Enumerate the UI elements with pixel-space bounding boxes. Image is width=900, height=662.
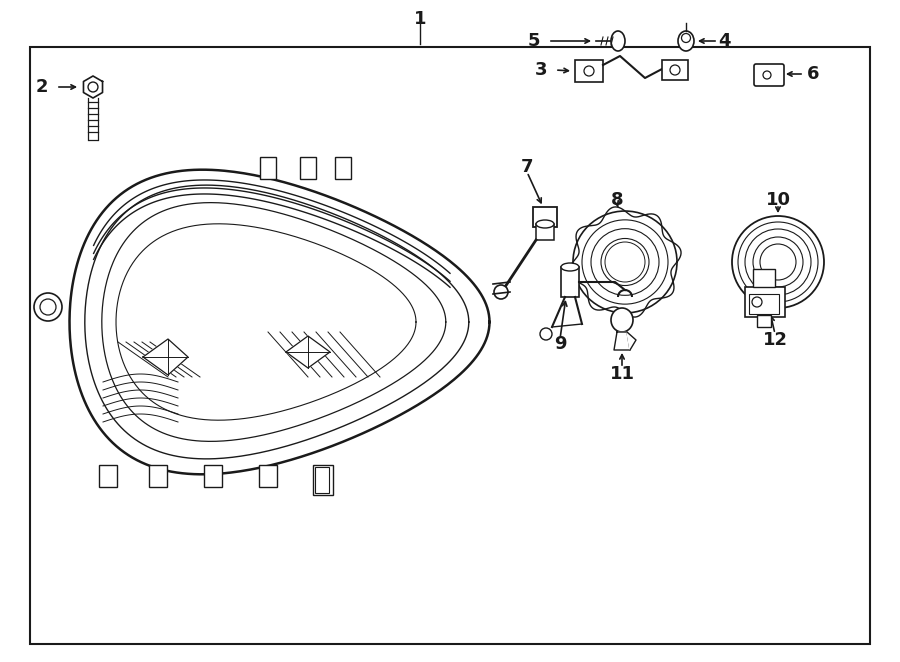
Circle shape (34, 293, 62, 321)
Bar (300, 157, 316, 179)
Text: 8: 8 (611, 191, 624, 209)
Ellipse shape (561, 263, 579, 271)
Ellipse shape (678, 31, 694, 51)
Text: 9: 9 (554, 335, 566, 353)
Bar (561, 267, 579, 297)
Ellipse shape (760, 244, 796, 280)
Ellipse shape (611, 31, 625, 51)
Text: 11: 11 (609, 365, 634, 383)
Bar (260, 157, 276, 179)
Bar (335, 157, 351, 179)
Polygon shape (627, 332, 636, 350)
Text: 12: 12 (762, 331, 788, 349)
Text: 1: 1 (414, 10, 427, 28)
Bar (315, 467, 329, 493)
Polygon shape (84, 76, 103, 98)
Text: 7: 7 (521, 158, 533, 176)
Bar (204, 465, 222, 487)
Text: 4: 4 (718, 32, 730, 50)
Ellipse shape (605, 242, 645, 282)
Bar (533, 207, 557, 227)
Bar (757, 315, 771, 327)
Bar (149, 465, 167, 487)
Bar (313, 465, 333, 495)
Text: 3: 3 (535, 61, 547, 79)
Text: 6: 6 (806, 65, 819, 83)
Ellipse shape (611, 308, 633, 332)
Polygon shape (286, 336, 330, 368)
FancyBboxPatch shape (754, 64, 784, 86)
Polygon shape (143, 339, 188, 375)
Text: 2: 2 (36, 78, 49, 96)
Bar (749, 294, 779, 314)
Polygon shape (69, 169, 490, 474)
Bar (745, 287, 785, 317)
Bar (536, 224, 554, 240)
Ellipse shape (536, 220, 554, 228)
Bar (259, 465, 277, 487)
Polygon shape (614, 332, 630, 350)
Bar (99, 465, 117, 487)
Bar (753, 269, 775, 287)
Circle shape (494, 285, 508, 299)
Text: 5: 5 (527, 32, 540, 50)
Circle shape (540, 328, 552, 340)
Text: 10: 10 (766, 191, 790, 209)
Bar (575, 60, 603, 82)
Bar (662, 60, 688, 80)
